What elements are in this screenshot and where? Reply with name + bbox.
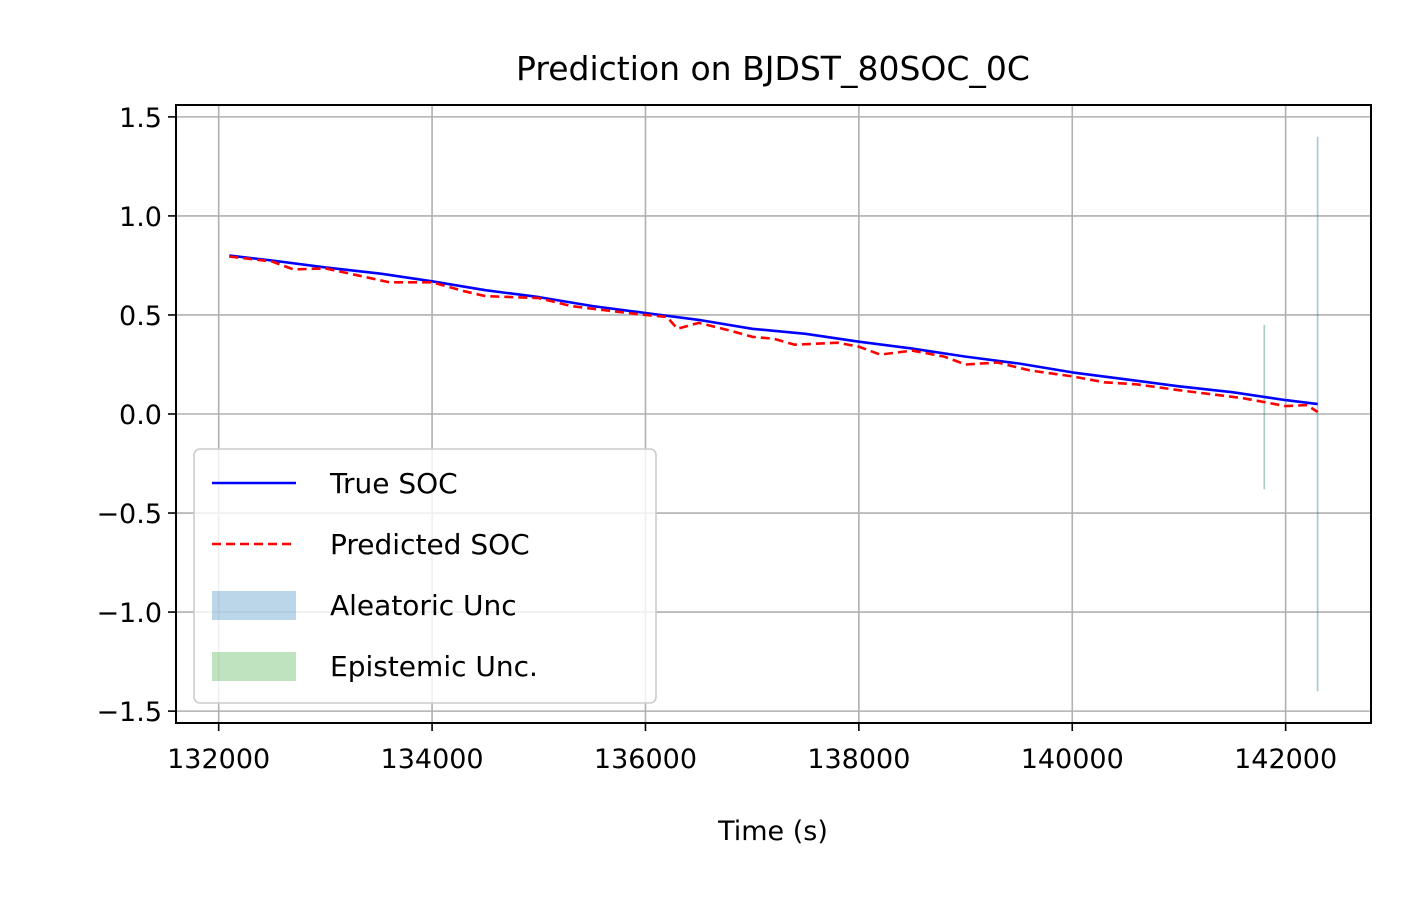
x-tick-label: 140000 xyxy=(1021,744,1124,775)
aleatoric-band xyxy=(1263,324,1266,490)
legend-label: Epistemic Unc. xyxy=(330,650,538,683)
x-tick-label: 142000 xyxy=(1234,744,1337,775)
legend-box xyxy=(193,448,657,704)
axis-ticks: 132000 134000 136000 138000 140000 142000 −1.5… xyxy=(96,103,1337,775)
y-tick-label: −1.0 xyxy=(96,598,162,629)
y-tick-label: 1.0 xyxy=(119,202,162,233)
y-tick-label: 0.5 xyxy=(119,301,162,332)
epistemic-band xyxy=(1263,324,1265,490)
legend-label: True SOC xyxy=(329,467,458,500)
legend-swatch xyxy=(212,652,296,681)
x-tick-label: 136000 xyxy=(594,744,697,775)
x-tick-label: 134000 xyxy=(381,744,484,775)
legend-label: Predicted SOC xyxy=(330,528,530,561)
x-tick-label: 132000 xyxy=(167,744,270,775)
x-tick-label: 138000 xyxy=(807,744,910,775)
aleatoric-band xyxy=(1316,136,1319,692)
x-axis-title: Time (s) xyxy=(717,816,828,847)
y-tick-label: 1.5 xyxy=(119,103,162,134)
true-soc-line xyxy=(229,254,1318,406)
legend-swatch xyxy=(212,591,296,620)
legend: True SOC Predicted SOC Aleatoric Unc Episte… xyxy=(193,448,657,704)
y-tick-label: −0.5 xyxy=(96,499,162,530)
y-tick-label: 0.0 xyxy=(119,400,162,431)
y-tick-label: −1.5 xyxy=(96,697,162,728)
legend-label: Aleatoric Unc xyxy=(330,589,517,622)
predicted-soc-line xyxy=(229,255,1319,414)
series-lines xyxy=(229,254,1319,414)
uncertainty-bands xyxy=(1263,136,1319,692)
chart-title: Prediction on BJDST_80SOC_0C xyxy=(516,49,1030,88)
epistemic-band xyxy=(1317,136,1319,692)
